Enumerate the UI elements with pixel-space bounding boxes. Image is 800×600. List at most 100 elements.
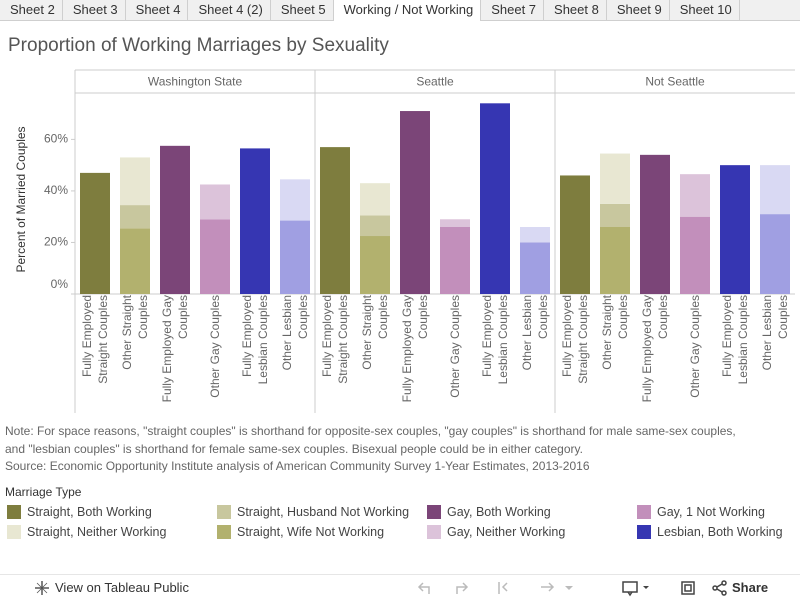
- sheet-tab[interactable]: Sheet 5: [271, 0, 334, 20]
- toolbar: View on Tableau Public Share: [0, 574, 800, 600]
- legend-swatch: [637, 505, 651, 519]
- category-label: Other Straight Couples: [360, 294, 390, 370]
- sheet-tab[interactable]: Sheet 4 (2): [188, 0, 271, 20]
- source: Source: Economic Opportunity Institute a…: [5, 459, 590, 473]
- sheet-tab[interactable]: Sheet 8: [544, 0, 607, 20]
- sheet-tab[interactable]: Sheet 3: [63, 0, 126, 20]
- y-tick-label: 20%: [44, 235, 68, 249]
- category-label: Fully Employed Straight Couples: [560, 294, 590, 384]
- legend-item: Straight, Husband Not Working: [217, 505, 409, 519]
- tableau-icon: [35, 581, 49, 595]
- legend-item: Straight, Wife Not Working: [217, 525, 384, 539]
- legend-item: Gay, Neither Working: [427, 525, 565, 539]
- bar-segment: [400, 111, 430, 295]
- legend-label: Straight, Both Working: [27, 505, 152, 519]
- category-label: Other Straight Couples: [600, 294, 630, 370]
- bar-segment: [600, 227, 630, 294]
- sheet-tab[interactable]: Sheet 10: [670, 0, 740, 20]
- legend-swatch: [637, 525, 651, 539]
- category-label: Other Lesbian Couples: [760, 294, 790, 370]
- legend-swatch: [217, 505, 231, 519]
- category-label: Fully Employed Straight Couples: [320, 294, 350, 384]
- category-label: Fully Employed Gay Couples: [640, 294, 670, 402]
- y-tick-label: 40%: [44, 183, 68, 197]
- legend-swatch: [427, 525, 441, 539]
- legend-item: Straight, Both Working: [7, 505, 152, 519]
- legend-item: Straight, Neither Working: [7, 525, 166, 539]
- bar-segment: [600, 153, 630, 204]
- bar-segment: [720, 165, 750, 294]
- bar-segment: [80, 172, 110, 294]
- y-tick-label: 0%: [51, 277, 69, 291]
- bar-segment: [360, 215, 390, 237]
- legend-label: Gay, Neither Working: [447, 525, 566, 539]
- bar-segment: [680, 174, 710, 217]
- legend-label: Lesbian, Both Working: [657, 525, 783, 539]
- category-label: Other Lesbian Couples: [280, 294, 310, 370]
- bar-segment: [440, 227, 470, 294]
- bar-segment: [280, 220, 310, 294]
- legend-label: Straight, Husband Not Working: [237, 505, 410, 519]
- bar-segment: [360, 183, 390, 216]
- chart: Percent of Married Couples 0% 20% 40% 60% Was…: [14, 69, 795, 413]
- category-label: Fully Employed Lesbian Couples: [480, 294, 510, 384]
- bar-segment: [160, 145, 190, 294]
- bar-segment: [680, 216, 710, 294]
- sheet-tab[interactable]: Sheet 4: [126, 0, 189, 20]
- category-label: Other Lesbian Couples: [520, 294, 550, 370]
- bar-segment: [200, 184, 230, 220]
- panel-header: Washington State: [148, 75, 243, 89]
- category-label: Other Gay Couples: [688, 294, 702, 398]
- sheet-tab[interactable]: Sheet 9: [607, 0, 670, 20]
- category-label: Other Gay Couples: [208, 294, 222, 398]
- bar-segment: [480, 103, 510, 294]
- category-label: Other Gay Couples: [448, 294, 462, 398]
- category-label: Fully Employed Gay Couples: [160, 294, 190, 402]
- category-label: Fully Employed Lesbian Couples: [240, 294, 270, 384]
- category-label: Fully Employed Gay Couples: [400, 294, 430, 402]
- share-button[interactable]: Share: [732, 580, 769, 595]
- legend-item: Gay, 1 Not Working: [637, 505, 765, 519]
- legend-swatch: [7, 505, 21, 519]
- bar-segment: [520, 227, 550, 243]
- bar-segment: [440, 219, 470, 227]
- category-label: Fully Employed Straight Couples: [80, 294, 110, 384]
- note: Note: For space reasons, "straight coupl…: [5, 424, 736, 438]
- bar-segment: [240, 148, 270, 294]
- bar-segment: [200, 219, 230, 294]
- bar-segment: [320, 147, 350, 294]
- legend-swatch: [7, 525, 21, 539]
- bar-segment: [120, 228, 150, 294]
- legend-label: Gay, Both Working: [447, 505, 551, 519]
- note: and "lesbian couples" is shorthand for f…: [5, 442, 583, 456]
- legend-swatch: [217, 525, 231, 539]
- bar-segment: [120, 157, 150, 206]
- bar-segment: [280, 179, 310, 221]
- chart-title: Proportion of Working Marriages by Sexua…: [8, 35, 389, 56]
- legend-item: Lesbian, Both Working: [637, 525, 783, 539]
- bar-segment: [760, 165, 790, 215]
- sheet-tab[interactable]: Sheet 7: [481, 0, 545, 20]
- bar-segment: [360, 236, 390, 294]
- sheet-tab[interactable]: Sheet 2: [0, 0, 63, 20]
- legend-title: Marriage Type: [5, 485, 82, 499]
- legend-swatch: [427, 505, 441, 519]
- sheet-tab[interactable]: Working / Not Working: [333, 0, 482, 21]
- bar-segment: [600, 203, 630, 227]
- panel-header: Seattle: [416, 75, 454, 89]
- legend-label: Gay, 1 Not Working: [657, 505, 765, 519]
- view-on-public[interactable]: View on Tableau Public: [55, 580, 189, 595]
- legend-item: Gay, Both Working: [427, 505, 551, 519]
- category-label: Other Straight Couples: [120, 294, 150, 370]
- y-axis-label: Percent of Married Couples: [14, 126, 28, 272]
- legend-label: Straight, Neither Working: [27, 525, 167, 539]
- bar-segment: [760, 214, 790, 294]
- undo-redo-icons: [417, 582, 573, 594]
- bar-segment: [640, 154, 670, 294]
- bar-segment: [520, 242, 550, 294]
- tool-icons: [622, 580, 727, 597]
- y-tick-label: 60%: [44, 132, 68, 146]
- panel-header: Not Seattle: [645, 75, 705, 89]
